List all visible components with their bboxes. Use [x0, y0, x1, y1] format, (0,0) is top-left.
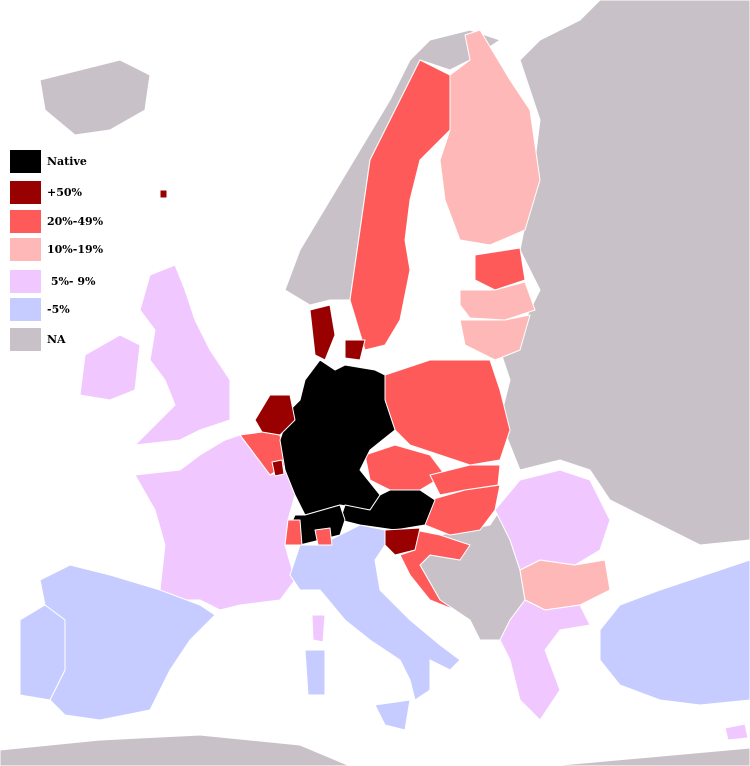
region-slovenia: [384, 527, 421, 556]
legend-label: 20%-49%: [47, 215, 104, 228]
region-russia-belarus-ukraine: [499, 0, 750, 546]
legend-swatch: [10, 181, 41, 204]
region-latvia: [459, 281, 536, 321]
region-uk: [134, 264, 231, 446]
legend-swatch: [10, 150, 41, 173]
legend-swatch: [10, 238, 41, 261]
region-germany: [279, 359, 396, 516]
region-lithuania: [459, 314, 531, 361]
region-romania: [494, 469, 611, 571]
region-czechia: [364, 444, 446, 491]
legend-label: 10%-19%: [47, 243, 104, 256]
region-switzerland-south: [314, 527, 333, 546]
region-denmark-islands: [344, 339, 366, 361]
region-estonia: [474, 247, 526, 291]
legend-label: 5%- 9%: [47, 275, 96, 288]
region-portugal: [19, 604, 66, 701]
legend-label: NA: [47, 333, 66, 346]
region-north-africa: [0, 734, 351, 766]
legend-swatch: [10, 328, 41, 351]
region-switzerland-west: [284, 519, 303, 546]
legend-item-native: Native: [10, 150, 87, 173]
region-finland: [439, 29, 541, 246]
legend-swatch: [10, 298, 41, 321]
region-iceland: [39, 59, 151, 136]
region-cyprus: [724, 723, 749, 741]
legend-item-na: NA: [10, 328, 66, 351]
legend-item-5-9: 5%- 9%: [10, 270, 95, 293]
legend-swatch: [10, 270, 41, 293]
region-austria: [339, 489, 436, 531]
region-denmark: [309, 304, 336, 361]
region-corsica: [311, 614, 326, 643]
region-bulgaria: [519, 559, 611, 611]
legend-item-plus50: +50%: [10, 181, 82, 204]
legend-item-20-49: 20%-49%: [10, 210, 103, 233]
region-luxembourg: [271, 459, 285, 477]
legend-label: +50%: [47, 186, 82, 199]
region-sweden: [349, 59, 451, 351]
region-turkey: [599, 559, 750, 706]
legend-label: Native: [47, 155, 87, 168]
legend-label: -5%: [47, 303, 70, 316]
region-middle-east: [549, 747, 750, 766]
legend-item-minus5: -5%: [10, 298, 70, 321]
region-greece: [499, 599, 591, 721]
region-croatia: [399, 529, 471, 611]
region-italy: [289, 524, 461, 701]
region-faroe: [159, 189, 168, 199]
legend-swatch: [10, 210, 41, 233]
region-netherlands: [254, 394, 296, 436]
region-hungary: [424, 484, 501, 536]
region-sardinia: [304, 649, 326, 696]
region-sicily: [374, 699, 411, 731]
region-ireland: [79, 334, 141, 401]
legend-item-10-19: 10%-19%: [10, 238, 103, 261]
